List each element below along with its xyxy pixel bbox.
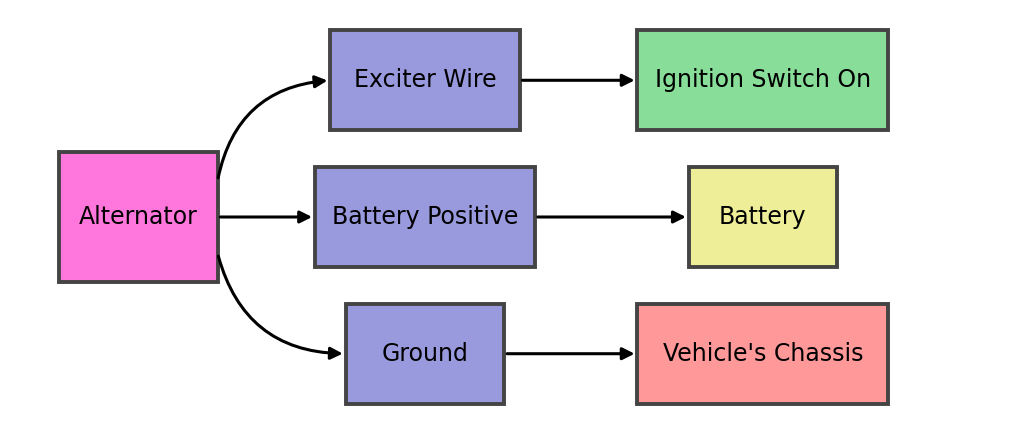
Text: Vehicle's Chassis: Vehicle's Chassis <box>663 342 863 366</box>
FancyBboxPatch shape <box>330 30 520 130</box>
FancyBboxPatch shape <box>637 30 889 130</box>
Text: Alternator: Alternator <box>79 205 198 229</box>
Text: Battery: Battery <box>719 205 807 229</box>
Text: Battery Positive: Battery Positive <box>332 205 518 229</box>
FancyBboxPatch shape <box>315 167 535 267</box>
Text: Exciter Wire: Exciter Wire <box>353 68 497 92</box>
Text: Ignition Switch On: Ignition Switch On <box>654 68 871 92</box>
FancyBboxPatch shape <box>59 152 218 282</box>
FancyBboxPatch shape <box>345 304 504 404</box>
Text: Ground: Ground <box>382 342 468 366</box>
FancyBboxPatch shape <box>688 167 838 267</box>
FancyBboxPatch shape <box>637 304 889 404</box>
